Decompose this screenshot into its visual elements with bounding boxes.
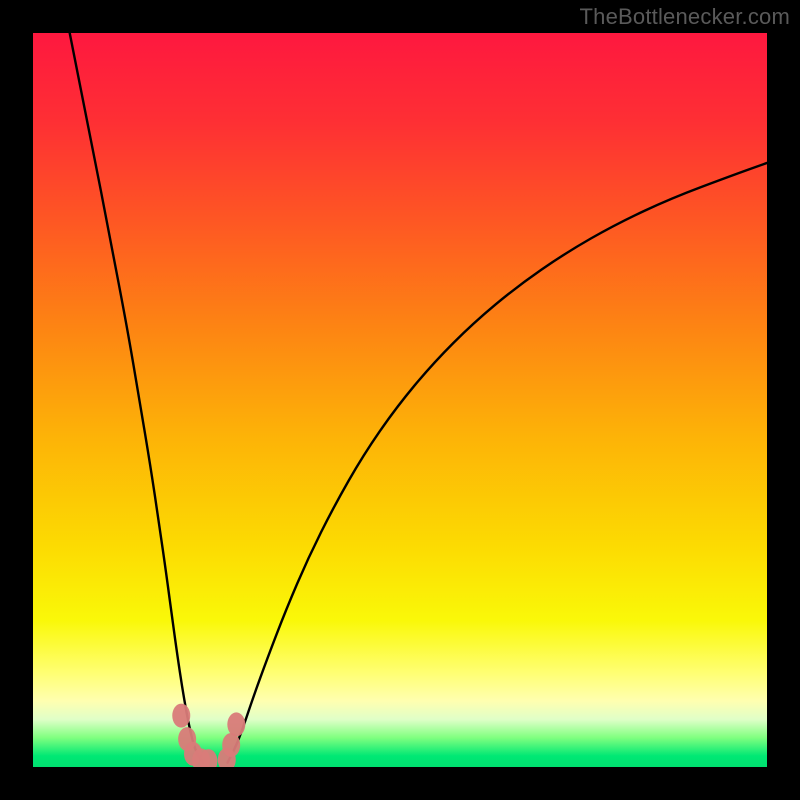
curve-marker: [227, 712, 245, 736]
bottleneck-curve-chart: [0, 0, 800, 800]
curve-marker: [222, 733, 240, 757]
watermark-text: TheBottlenecker.com: [580, 4, 790, 30]
chart-gradient-bg: [33, 33, 767, 767]
chart-container: TheBottlenecker.com: [0, 0, 800, 800]
curve-marker: [172, 704, 190, 728]
